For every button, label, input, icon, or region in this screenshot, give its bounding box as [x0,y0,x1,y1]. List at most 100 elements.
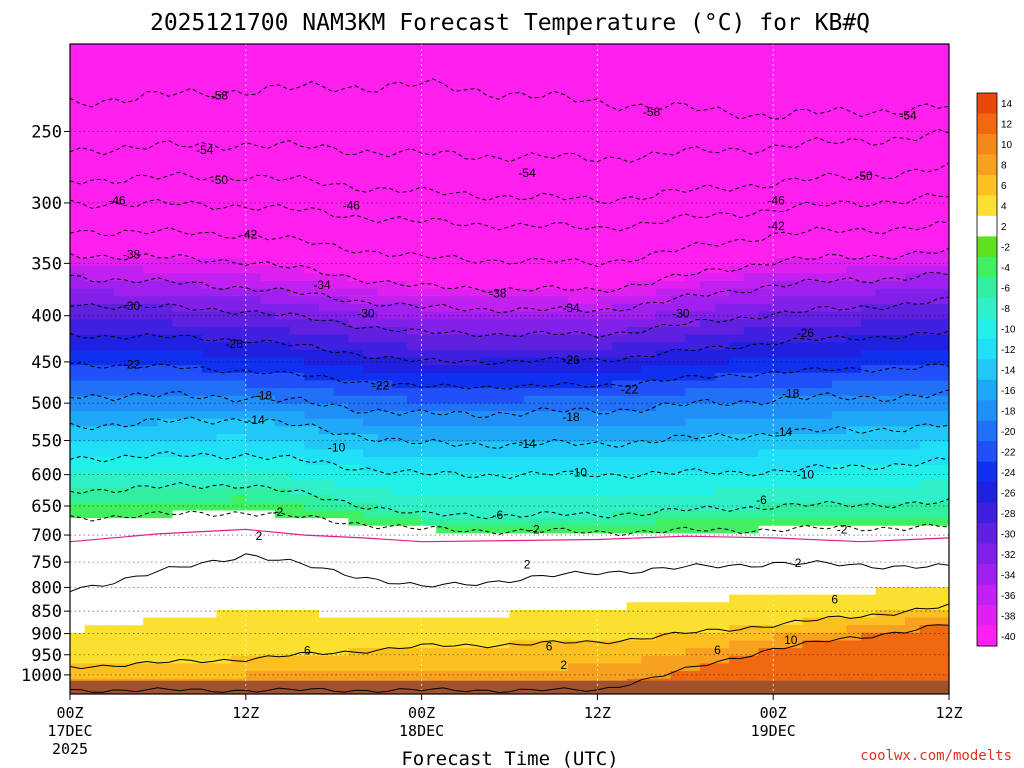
field-cell [553,204,569,213]
field-cell [392,158,408,167]
field-cell [787,365,804,374]
field-cell [626,640,642,649]
field-cell [743,671,760,680]
field-cell [699,135,716,145]
field-cell [216,625,232,634]
field-cell [99,418,115,427]
field-cell [245,334,262,343]
field-cell [919,143,935,152]
field-cell [377,151,393,160]
field-cell [905,219,921,229]
field-cell [641,403,657,412]
field-cell [216,472,232,481]
field-cell [392,395,408,405]
field-cell [363,97,379,106]
field-cell [831,273,848,282]
field-cell [787,388,804,397]
field-cell [597,342,613,351]
field-cell [201,258,218,267]
field-cell [99,166,115,175]
field-cell [597,472,613,481]
field-cell [582,609,598,619]
field-cell [187,349,203,359]
field-cell [685,594,701,603]
field-cell [582,97,598,106]
field-cell [699,112,716,122]
field-cell [890,472,906,481]
field-cell [392,472,408,481]
field-cell [70,372,86,382]
field-cell [597,663,613,672]
field-cell [597,212,613,221]
field-cell [670,533,686,542]
field-cell [113,204,130,213]
field-cell [699,372,716,382]
field-cell [670,434,686,443]
field-cell [450,219,467,229]
field-cell [890,143,906,152]
field-cell [714,403,730,412]
field-cell [612,426,628,435]
field-cell [817,441,833,450]
field-cell [70,541,86,550]
field-cell [817,311,833,320]
field-cell [905,319,921,328]
field-cell [568,296,584,305]
field-cell [758,304,774,313]
field-cell [890,219,906,229]
field-cell [333,196,349,206]
field-cell [846,487,862,496]
field-cell [919,258,935,267]
field-cell [597,464,613,473]
field-cell [919,510,935,519]
field-cell [421,586,437,596]
field-cell [70,388,86,397]
field-cell [450,571,467,580]
field-cell [538,372,555,382]
field-cell [157,44,174,53]
field-cell [846,365,862,374]
field-cell [421,97,437,106]
field-cell [905,74,921,83]
field-cell [524,372,540,382]
field-cell [363,89,379,99]
field-cell [714,250,730,259]
field-cell [831,219,848,229]
field-cell [670,502,686,512]
field-cell [626,326,642,336]
field-cell [641,625,657,634]
field-cell [861,196,877,206]
field-cell [128,296,144,305]
field-cell [817,250,833,259]
field-cell [773,120,789,129]
field-cell [143,334,159,343]
field-cell [143,671,159,680]
field-cell [245,441,262,450]
field-cell [729,495,745,504]
field-cell [99,181,115,190]
field-cell [729,59,745,68]
field-cell [377,388,393,397]
field-cell [436,334,452,343]
field-cell [582,495,598,504]
field-cell [641,334,657,343]
field-cell [99,495,115,504]
field-cell [641,59,657,68]
field-cell [84,189,100,198]
field-cell [275,319,291,328]
field-cell [773,640,789,649]
field-cell [70,625,86,634]
field-cell [641,181,657,190]
field-cell [905,594,921,603]
field-cell [113,196,130,206]
field-cell [685,319,701,328]
field-cell [231,510,247,519]
field-cell [919,181,935,190]
field-cell [421,349,437,359]
field-cell [758,456,774,466]
field-cell [538,281,555,290]
field-cell [656,105,672,114]
field-cell [626,441,642,450]
field-cell [553,548,569,557]
field-cell [802,464,818,473]
